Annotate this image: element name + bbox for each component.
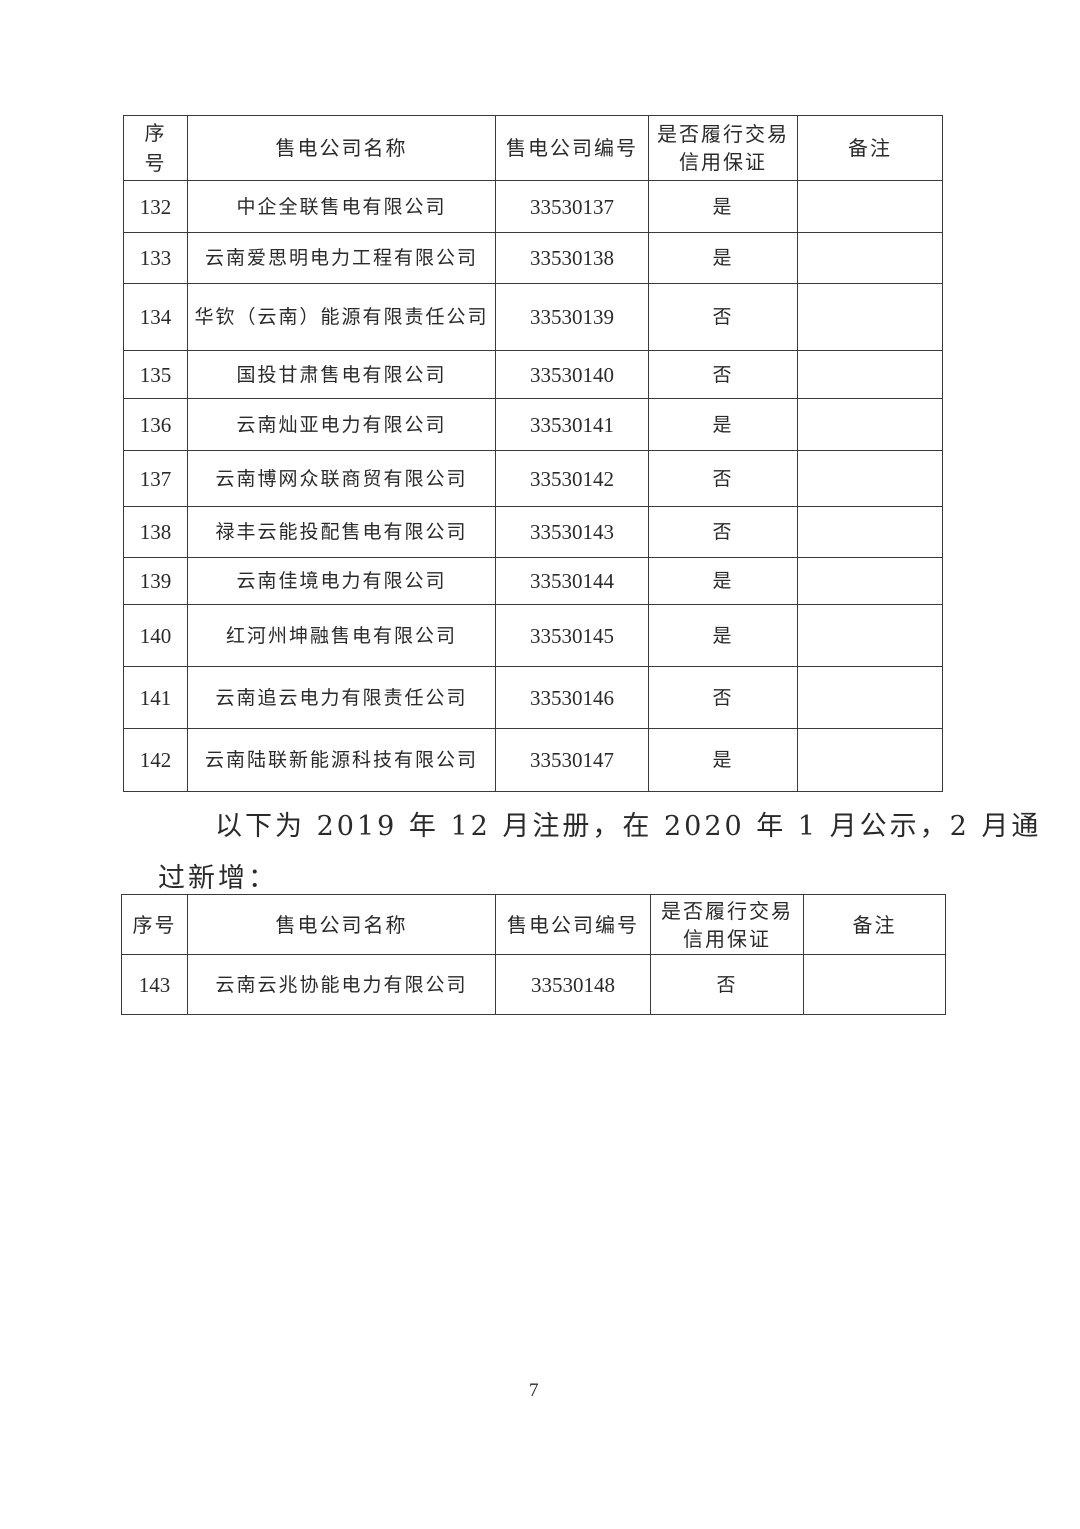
company-code: 33530138 [495, 232, 649, 284]
row-number: 133 [123, 232, 188, 284]
note-cell [797, 666, 943, 729]
company-name: 禄丰云能投配售电有限公司 [187, 506, 496, 558]
header-guarantee: 是否履行交易信用保证 [648, 115, 798, 181]
company-code: 33530139 [495, 283, 649, 351]
guarantee-status: 否 [650, 954, 804, 1015]
table-row: 141 云南追云电力有限责任公司 33530146 否 [123, 666, 943, 729]
header-note: 备注 [797, 115, 943, 181]
row-number: 138 [123, 506, 188, 558]
note-cell [797, 232, 943, 284]
company-name: 云南博网众联商贸有限公司 [187, 450, 496, 507]
row-number: 135 [123, 350, 188, 399]
guarantee-status: 否 [648, 450, 798, 507]
company-code: 33530146 [495, 666, 649, 729]
note-cell [797, 350, 943, 399]
table-row: 133 云南爱思明电力工程有限公司 33530138 是 [123, 232, 943, 284]
company-name: 云南陆联新能源科技有限公司 [187, 728, 496, 792]
company-code: 33530147 [495, 728, 649, 792]
company-code: 33530145 [495, 604, 649, 667]
row-number: 143 [121, 954, 188, 1015]
company-code: 33530141 [495, 398, 649, 451]
company-name: 云南云兆协能电力有限公司 [187, 954, 496, 1015]
company-name: 云南灿亚电力有限公司 [187, 398, 496, 451]
table-row: 135 国投甘肃售电有限公司 33530140 否 [123, 350, 943, 399]
row-number: 137 [123, 450, 188, 507]
intro-paragraph-line1: 以下为 2019 年 12 月注册，在 2020 年 1 月公示，2 月通 [215, 811, 1042, 842]
table-header-row: 序号 售电公司名称 售电公司编号 是否履行交易信用保证 备注 [123, 115, 943, 181]
table-row: 137 云南博网众联商贸有限公司 33530142 否 [123, 450, 943, 507]
page-number: 7 [529, 1380, 539, 1401]
company-name: 国投甘肃售电有限公司 [187, 350, 496, 399]
table-header-row: 序号 售电公司名称 售电公司编号 是否履行交易信用保证 备注 [121, 894, 946, 955]
table-row: 138 禄丰云能投配售电有限公司 33530143 否 [123, 506, 943, 558]
company-table-1: 序号 售电公司名称 售电公司编号 是否履行交易信用保证 备注 132 中企全联售电… [123, 115, 943, 792]
company-name: 云南爱思明电力工程有限公司 [187, 232, 496, 284]
row-number: 141 [123, 666, 188, 729]
guarantee-status: 否 [648, 350, 798, 399]
intro-paragraph-line2: 过新增： [158, 863, 278, 894]
guarantee-status: 否 [648, 506, 798, 558]
header-name: 售电公司名称 [187, 115, 496, 181]
table-row: 143 云南云兆协能电力有限公司 33530148 否 [121, 954, 946, 1015]
note-cell [797, 557, 943, 605]
table-row: 132 中企全联售电有限公司 33530137 是 [123, 180, 943, 233]
header-note: 备注 [803, 894, 946, 955]
header-no: 序号 [121, 894, 188, 955]
table-row: 136 云南灿亚电力有限公司 33530141 是 [123, 398, 943, 451]
row-number: 132 [123, 180, 188, 233]
guarantee-status: 是 [648, 604, 798, 667]
note-cell [797, 728, 943, 792]
table-row: 142 云南陆联新能源科技有限公司 33530147 是 [123, 728, 943, 792]
company-name: 云南追云电力有限责任公司 [187, 666, 496, 729]
note-cell [797, 604, 943, 667]
table-row: 139 云南佳境电力有限公司 33530144 是 [123, 557, 943, 605]
table-row: 134 华钦（云南）能源有限责任公司 33530139 否 [123, 283, 943, 351]
note-cell [797, 506, 943, 558]
row-number: 139 [123, 557, 188, 605]
header-code: 售电公司编号 [495, 115, 649, 181]
company-name: 华钦（云南）能源有限责任公司 [187, 283, 496, 351]
note-cell [797, 283, 943, 351]
guarantee-status: 是 [648, 557, 798, 605]
guarantee-status: 否 [648, 283, 798, 351]
company-name: 红河州坤融售电有限公司 [187, 604, 496, 667]
header-guarantee: 是否履行交易信用保证 [650, 894, 804, 955]
company-name: 云南佳境电力有限公司 [187, 557, 496, 605]
company-code: 33530137 [495, 180, 649, 233]
row-number: 142 [123, 728, 188, 792]
note-cell [797, 398, 943, 451]
note-cell [797, 450, 943, 507]
note-cell [803, 954, 946, 1015]
header-code: 售电公司编号 [495, 894, 651, 955]
company-code: 33530140 [495, 350, 649, 399]
company-code: 33530142 [495, 450, 649, 507]
company-table-2: 序号 售电公司名称 售电公司编号 是否履行交易信用保证 备注 143 云南云兆协能… [121, 894, 946, 1015]
guarantee-status: 是 [648, 728, 798, 792]
note-cell [797, 180, 943, 233]
row-number: 140 [123, 604, 188, 667]
guarantee-status: 是 [648, 180, 798, 233]
row-number: 134 [123, 283, 188, 351]
company-name: 中企全联售电有限公司 [187, 180, 496, 233]
row-number: 136 [123, 398, 188, 451]
header-name: 售电公司名称 [187, 894, 496, 955]
company-code: 33530148 [495, 954, 651, 1015]
company-code: 33530143 [495, 506, 649, 558]
company-code: 33530144 [495, 557, 649, 605]
table-row: 140 红河州坤融售电有限公司 33530145 是 [123, 604, 943, 667]
header-no: 序号 [123, 115, 188, 181]
guarantee-status: 否 [648, 666, 798, 729]
guarantee-status: 是 [648, 232, 798, 284]
guarantee-status: 是 [648, 398, 798, 451]
